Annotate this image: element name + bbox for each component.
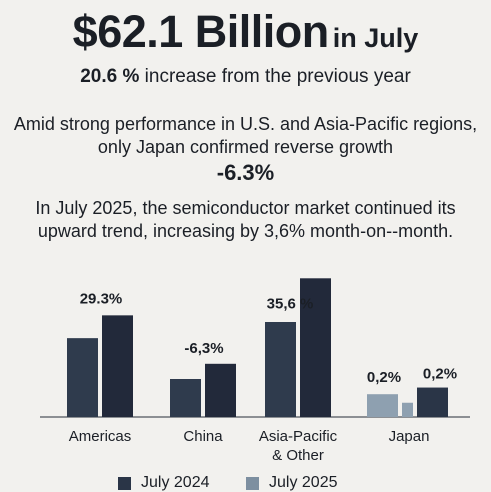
bar-chart: Americas China Asia-Pacific & Other Japan 29.… [40,278,470,464]
data-label-china: -6,3% [184,340,223,357]
category-label-china: China [183,428,223,445]
bar-japan-small [402,402,413,417]
legend-label-july2025: July 2025 [269,474,338,491]
bar-japan-july2024 [417,387,448,417]
bar-china-july2024 [170,379,201,417]
legend-swatch-july2025 [246,476,259,490]
bar-americas-july2025 [102,315,133,417]
data-label-japan-2025: 0,2% [423,366,457,383]
bar-asia-pacific-other-july2025 [300,278,331,417]
category-label-americas: Americas [69,428,132,445]
legend-label-july2024: July 2024 [141,474,210,491]
category-label-japan: Japan [389,428,430,445]
bar-asia-pacific-other-july2024 [265,322,296,417]
japan-change: -6.3% [216,160,275,185]
headline-amount: $62.1 Billion [72,6,330,57]
paragraph-regions: Amid strong performance in U.S. and Asia… [13,114,478,157]
headline: $62.1 Billion in July [0,6,491,58]
subhead-percent: 20.6 % [80,66,140,87]
bar-china-july2025 [205,363,236,417]
paragraph-trend: In July 2025, the semiconductor market c… [35,198,456,241]
data-label-japan-2024: 0,2% [367,369,401,386]
data-label-americas: 29.3% [80,290,123,307]
data-label-asia-pacific: 35,6 % [267,295,314,312]
legend-item-july2025: July 2025 [246,474,338,492]
legend-item-july2024: July 2024 [118,474,210,492]
category-label-asia-pacific-other-line2: & Other [272,447,324,464]
headline-period: in July [332,23,419,53]
subhead: 20.6 % increase from the previous year [0,66,491,88]
subhead-text: increase from the previous year [139,66,411,87]
bar-japan-light [367,394,398,417]
legend-swatch-july2024 [118,476,131,490]
category-label-asia-pacific-other: Asia-Pacific [259,428,338,445]
bar-americas-july2024 [67,338,98,417]
